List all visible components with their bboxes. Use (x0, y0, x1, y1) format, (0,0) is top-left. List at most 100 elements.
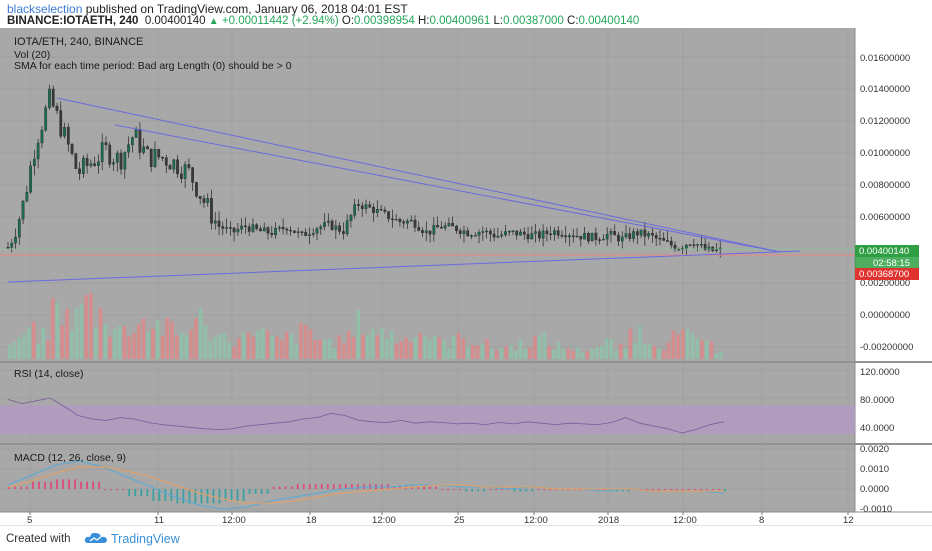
macd-hist-bar (344, 484, 347, 489)
volume-bar (609, 338, 614, 359)
candle-body (232, 227, 236, 233)
candle-body (575, 235, 579, 238)
candle-body (338, 225, 341, 232)
macd-hist-bar (663, 489, 666, 491)
volume-bar (351, 337, 356, 359)
candle-body (164, 157, 168, 166)
volume-bar (404, 337, 408, 359)
macd-hist-bar (230, 489, 233, 501)
macd-hist-bar (513, 489, 516, 492)
macd-hist-bar (362, 484, 365, 489)
candle-body (198, 196, 202, 199)
author-link[interactable]: blackselection (7, 2, 83, 16)
volume-bar (227, 342, 232, 359)
macd-hist-bar (705, 489, 708, 491)
time-tick: 12 (843, 515, 854, 525)
candle-body (345, 220, 349, 234)
volume-bar (471, 344, 475, 359)
macd-hist-bar (248, 489, 251, 494)
candle-body (387, 211, 390, 220)
price-badge-text: 0.00400140 (859, 246, 909, 257)
candle-body (669, 240, 673, 246)
volume-bar (576, 347, 580, 359)
volume-bar (132, 332, 136, 359)
line-badge (855, 268, 919, 280)
macd-hist-bar (699, 489, 702, 491)
macd-hist-bar (507, 489, 510, 491)
publish-info: blackselection published on TradingView.… (7, 2, 408, 16)
time-axis[interactable]: 5 11 12:00 18 12:00 25 12:00 2018 12:00 … (27, 515, 854, 525)
macd-hist-bar (435, 486, 437, 489)
trading-chart[interactable]: IOTA/ETH, 240, BINANCE Vol (20) SMA for … (0, 28, 932, 525)
candle-body (707, 246, 711, 250)
candle-body (161, 156, 164, 159)
candle-body (635, 231, 639, 236)
published-text: published on TradingView.com, January 06… (85, 2, 408, 16)
trendline-lower[interactable] (7, 250, 801, 283)
candle-body (564, 235, 568, 238)
macd-hist-bar (314, 484, 317, 489)
candle-body (289, 229, 292, 232)
macd-hist-bar (152, 489, 155, 501)
candle-body (391, 218, 394, 221)
macd-hist-bar (651, 489, 654, 491)
volume-bar (327, 338, 332, 359)
volume-bar (55, 303, 60, 359)
candle-body (25, 191, 29, 202)
macd-hist-bar (477, 489, 480, 492)
macd-tick: 0.0010 (860, 464, 889, 475)
volume-bar (638, 326, 642, 359)
volume-bar (17, 337, 22, 359)
candle-body (522, 231, 526, 235)
macd-legend: MACD (12, 26, close, 9) (14, 452, 126, 464)
candle-body (658, 237, 662, 240)
candle-body (311, 233, 315, 235)
volume-bar (155, 320, 160, 359)
tradingview-link[interactable]: TradingView (111, 532, 180, 546)
candle-body (406, 220, 409, 224)
candle-body (14, 236, 17, 244)
candle-body (217, 220, 221, 227)
candle-body (586, 233, 590, 242)
candle-body (541, 230, 545, 239)
candle-body (277, 226, 281, 229)
candle-body (6, 247, 10, 249)
candle-body (266, 227, 270, 234)
macd-hist-bar (495, 489, 498, 491)
trendline-mid[interactable] (114, 124, 781, 253)
macd-tick: 0.0020 (860, 444, 889, 455)
volume-bar (308, 329, 313, 359)
macd-hist-bar (687, 489, 690, 491)
volume-bar (657, 348, 661, 359)
macd-hist-bar (38, 481, 40, 489)
volume-bar (380, 328, 384, 359)
time-tick: 12:00 (673, 515, 697, 525)
candle-body (330, 220, 334, 230)
volume-bar (218, 334, 222, 359)
macd-hist-bar (194, 489, 197, 504)
macd-hist-bar (308, 484, 311, 489)
candle-body (372, 207, 375, 213)
candle-body (36, 142, 40, 160)
candle-body (515, 230, 519, 236)
candle-body (432, 225, 436, 235)
macd-hist-bar (717, 489, 720, 491)
price-axis[interactable]: 0.01600000 0.01400000 0.01200000 0.01000… (860, 53, 913, 515)
volume-bar (31, 321, 36, 359)
candle-body (172, 159, 176, 170)
candle-body (323, 222, 326, 227)
candle-body (651, 233, 654, 236)
candle-body (187, 164, 191, 168)
trendline-upper[interactable] (56, 97, 781, 253)
macd-hist-bar (146, 489, 149, 497)
volume-bar (184, 335, 189, 359)
candle-body (511, 230, 515, 232)
candle-body (244, 225, 247, 228)
candle-body (703, 244, 707, 250)
low-label: L: (493, 15, 504, 27)
volume-bar (346, 331, 351, 359)
candle-body (477, 232, 481, 236)
volume-bar (599, 345, 604, 359)
volume-bar (375, 335, 380, 359)
candle-body (583, 233, 586, 240)
